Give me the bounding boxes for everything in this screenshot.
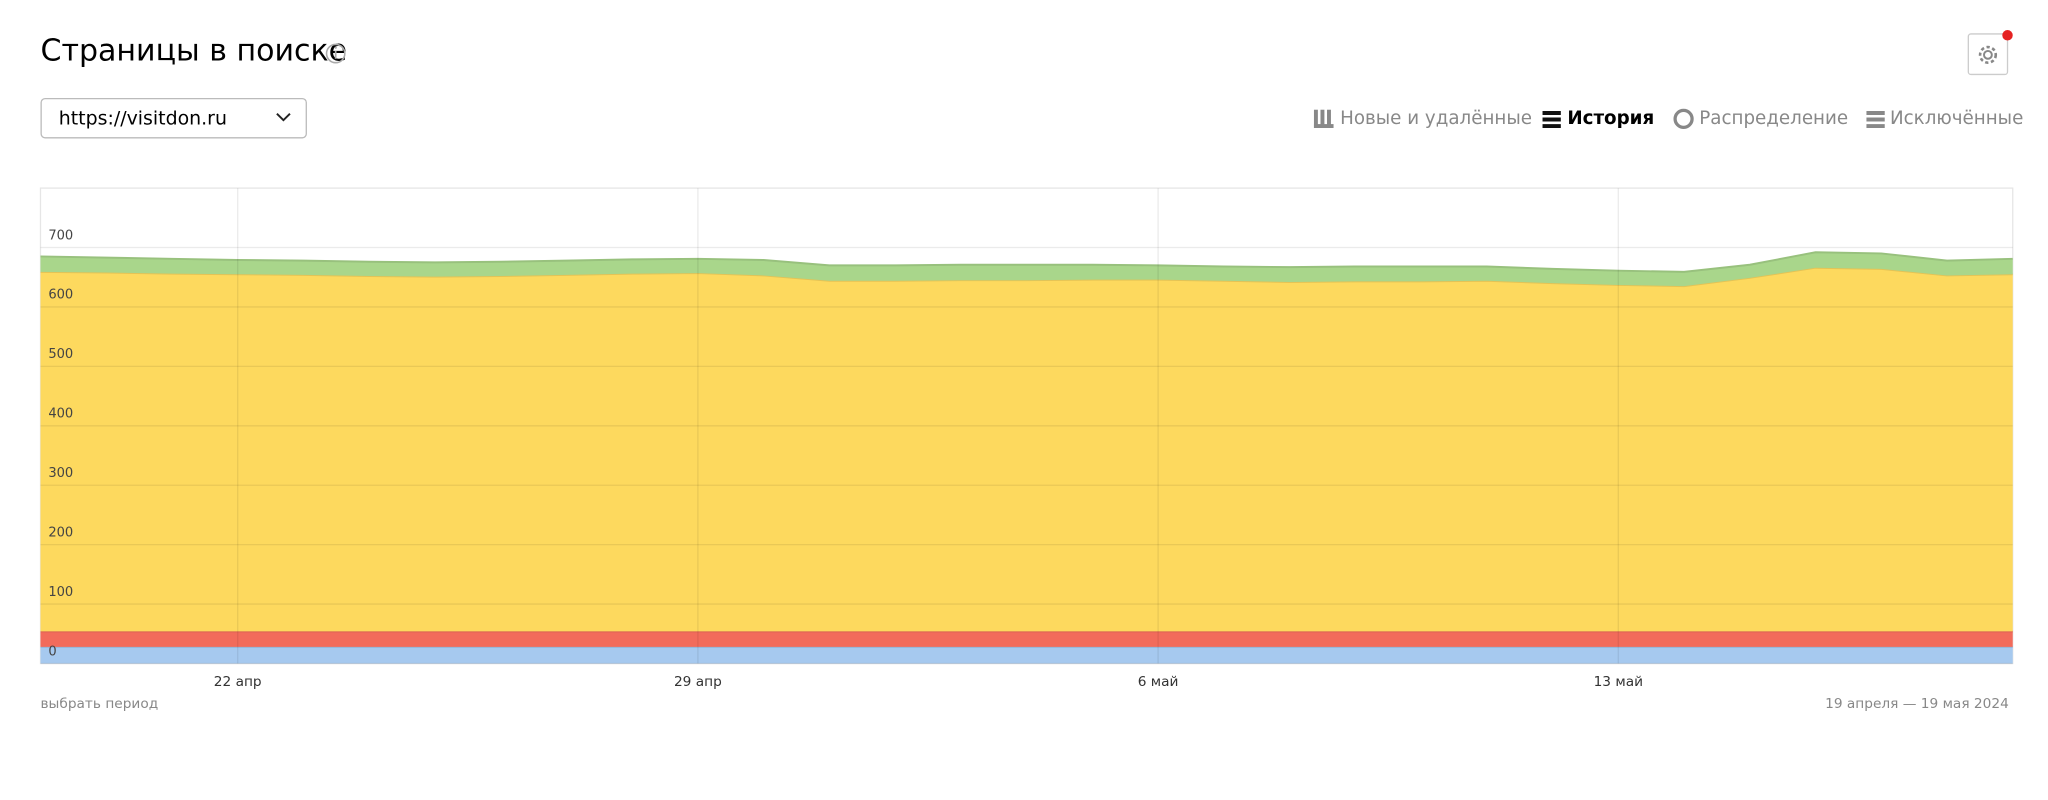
y-tick-label: 0 [48, 644, 56, 659]
area [40, 631, 2013, 647]
area-edge [40, 251, 2013, 273]
x-tick-label: 6 май [1138, 674, 1179, 690]
tab[interactable]: Распределение [1699, 108, 1848, 129]
date-range: 19 апреля — 19 мая 2024 [1825, 696, 2009, 712]
tab-icons [1313, 108, 1885, 129]
tab[interactable]: Исключённые [1890, 108, 2023, 129]
tab[interactable]: Новые и удалённые [1340, 108, 1532, 129]
site-select-value[interactable]: https://visitdon.ru [59, 107, 227, 129]
page-title: Страницы в поиске [40, 34, 347, 69]
y-tick-label: 300 [48, 466, 73, 481]
y-tick-label: 100 [48, 585, 73, 600]
info-icon[interactable] [325, 43, 346, 64]
area [40, 267, 2013, 632]
y-tick-label: 200 [48, 525, 73, 540]
y-tick-label: 700 [48, 228, 73, 243]
x-tick-label: 13 май [1594, 674, 1643, 690]
area [40, 252, 2013, 287]
x-tick-label: 29 апр [674, 674, 722, 690]
settings-button[interactable] [1967, 30, 2013, 76]
y-tick-label: 400 [48, 407, 73, 422]
x-tick-label: 22 апр [214, 674, 262, 690]
site-select[interactable]: https://visitdon.ru [40, 97, 307, 139]
y-tick-label: 500 [48, 347, 73, 362]
tab[interactable]: История [1567, 108, 1654, 129]
period-link[interactable]: выбрать период [40, 696, 158, 712]
y-tick-label: 600 [48, 288, 73, 303]
area [40, 646, 2013, 664]
